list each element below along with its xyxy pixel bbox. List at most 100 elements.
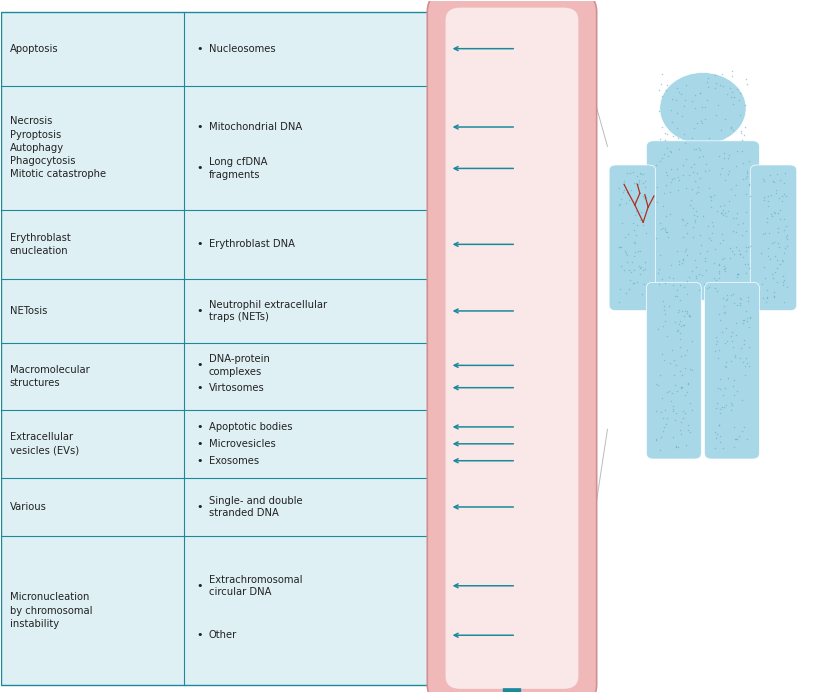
Point <box>702 281 716 292</box>
Point <box>741 315 754 326</box>
Point <box>667 354 681 365</box>
Point <box>703 182 716 193</box>
Point <box>761 285 774 296</box>
Point <box>724 290 737 301</box>
Point <box>676 319 690 331</box>
Point <box>742 178 756 189</box>
Point <box>723 242 736 253</box>
Point <box>726 399 739 410</box>
Point <box>636 264 650 275</box>
Point <box>742 361 756 372</box>
Point <box>631 170 644 182</box>
Point <box>731 300 744 311</box>
Point <box>768 266 781 277</box>
Text: •: • <box>197 502 203 512</box>
Point <box>771 254 784 265</box>
Point <box>677 101 691 112</box>
Point <box>741 433 754 444</box>
Point <box>627 224 641 235</box>
Point <box>761 213 774 224</box>
Point <box>675 321 688 332</box>
Point <box>686 231 700 243</box>
Point <box>619 287 632 298</box>
Point <box>622 283 636 295</box>
Point <box>631 245 645 256</box>
Point <box>660 179 673 190</box>
Point <box>714 374 727 385</box>
Point <box>692 152 706 163</box>
Point <box>668 290 681 301</box>
Point <box>633 176 646 187</box>
Point <box>725 356 738 367</box>
Point <box>678 94 691 105</box>
Point <box>721 152 735 164</box>
Point <box>708 283 721 294</box>
Point <box>688 255 701 266</box>
Point <box>739 241 752 252</box>
Point <box>651 181 664 192</box>
Point <box>721 373 734 384</box>
Point <box>727 441 741 453</box>
Point <box>740 207 753 218</box>
Point <box>694 115 707 126</box>
Point <box>685 335 698 346</box>
Point <box>777 213 791 225</box>
Point <box>677 310 691 322</box>
Point <box>736 217 750 228</box>
Point <box>772 242 786 253</box>
Point <box>685 183 698 194</box>
Point <box>669 316 682 327</box>
Point <box>654 406 667 417</box>
Point <box>724 330 737 341</box>
Point <box>613 242 626 253</box>
Point <box>766 175 780 186</box>
Point <box>727 390 741 401</box>
Point <box>627 237 641 248</box>
Point <box>781 281 794 292</box>
Point <box>689 143 702 155</box>
Point <box>713 200 726 211</box>
Point <box>686 167 700 178</box>
Text: •: • <box>197 122 203 132</box>
FancyBboxPatch shape <box>446 8 578 689</box>
Point <box>626 167 640 178</box>
Point <box>719 361 732 372</box>
Point <box>621 249 634 261</box>
Point <box>678 320 691 331</box>
Point <box>744 240 757 251</box>
Point <box>654 223 667 234</box>
Point <box>774 258 787 270</box>
Point <box>767 287 781 298</box>
Point <box>681 419 695 430</box>
Point <box>674 295 687 306</box>
Point <box>658 277 671 288</box>
Text: Mitochondrial DNA: Mitochondrial DNA <box>209 122 302 132</box>
Point <box>633 214 646 225</box>
Point <box>660 226 673 237</box>
Point <box>683 397 696 408</box>
Point <box>741 242 755 253</box>
Point <box>675 381 688 392</box>
Point <box>727 297 741 308</box>
Point <box>678 363 691 374</box>
Point <box>681 424 695 435</box>
Point <box>779 231 792 243</box>
Point <box>656 122 669 133</box>
Point <box>739 173 752 184</box>
Point <box>684 426 697 437</box>
Point <box>725 397 738 408</box>
Point <box>612 296 626 307</box>
Point <box>742 263 756 274</box>
Point <box>738 259 751 270</box>
Point <box>726 124 740 135</box>
Point <box>666 400 680 411</box>
Point <box>696 102 709 113</box>
Point <box>760 297 773 308</box>
Point <box>683 200 696 211</box>
FancyBboxPatch shape <box>646 141 760 300</box>
Point <box>680 439 693 450</box>
Point <box>699 255 712 266</box>
Point <box>739 267 752 279</box>
Point <box>713 272 726 283</box>
Text: DNA-protein
complexes: DNA-protein complexes <box>209 354 270 376</box>
